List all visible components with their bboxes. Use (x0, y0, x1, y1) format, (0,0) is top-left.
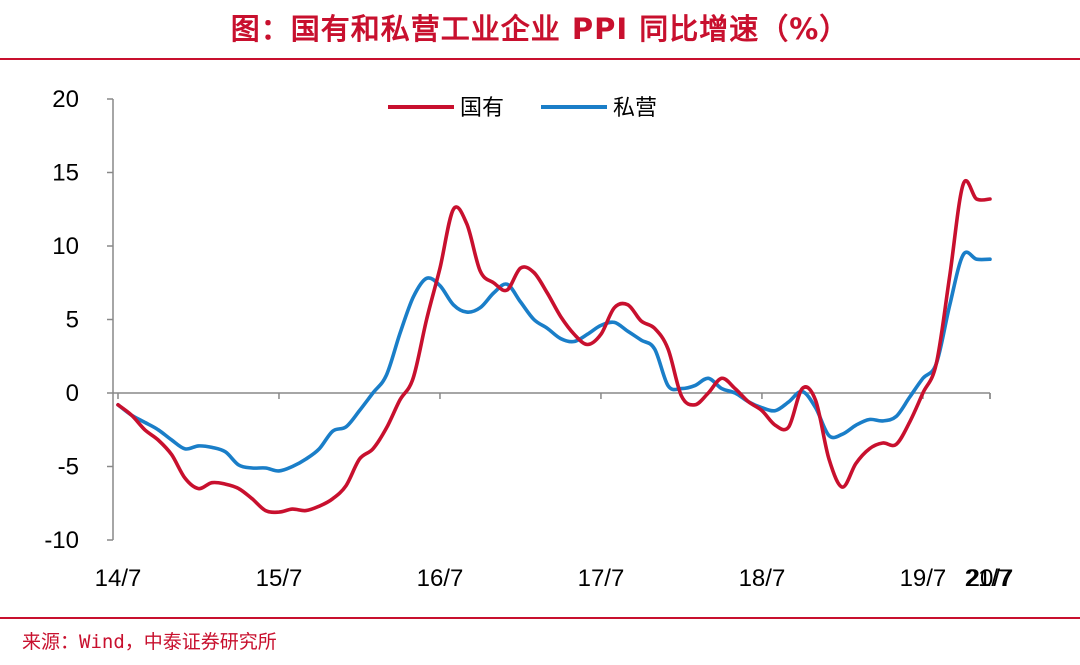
series-line-private (116, 250, 992, 473)
x-tick-label: 20/7 (967, 565, 1014, 592)
x-tick-label: 16/7 (417, 565, 464, 592)
title-divider (0, 58, 1080, 60)
line-chart: 20 15 10 5 0 -5 -10 14/7 15/7 16/7 17/7 18/7 19/7 20/… (44, 86, 1014, 592)
y-tick-label: 10 (52, 233, 79, 260)
y-tick-label: 0 (66, 380, 79, 407)
x-tick-label: 15/7 (256, 565, 303, 592)
x-tick-label: 17/7 (578, 565, 625, 592)
source-divider (0, 617, 1080, 619)
y-tick-label: -5 (58, 454, 79, 481)
series-line-state (116, 179, 992, 515)
x-tick-label: 21/7 (965, 565, 1012, 592)
legend-label-private: 私营 (613, 96, 657, 121)
x-tick-label: 19/7 (900, 565, 947, 592)
y-tick-label: -10 (44, 527, 79, 554)
y-tick-label: 20 (52, 86, 79, 113)
chart-title-bar: 图：国有和私营工业企业 PPI 同比增速（%） (0, 0, 1080, 58)
y-tick-label: 15 (52, 160, 79, 187)
legend-label-state: 国有 (460, 96, 504, 121)
y-tick-label: 5 (66, 307, 79, 334)
source-note: 来源：Wind，中泰证券研究所 (22, 631, 277, 653)
x-tick-label: 14/7 (95, 565, 142, 592)
chart-title: 图：国有和私营工业企业 PPI 同比增速（%） (230, 12, 850, 46)
x-tick-label: 18/7 (739, 565, 786, 592)
